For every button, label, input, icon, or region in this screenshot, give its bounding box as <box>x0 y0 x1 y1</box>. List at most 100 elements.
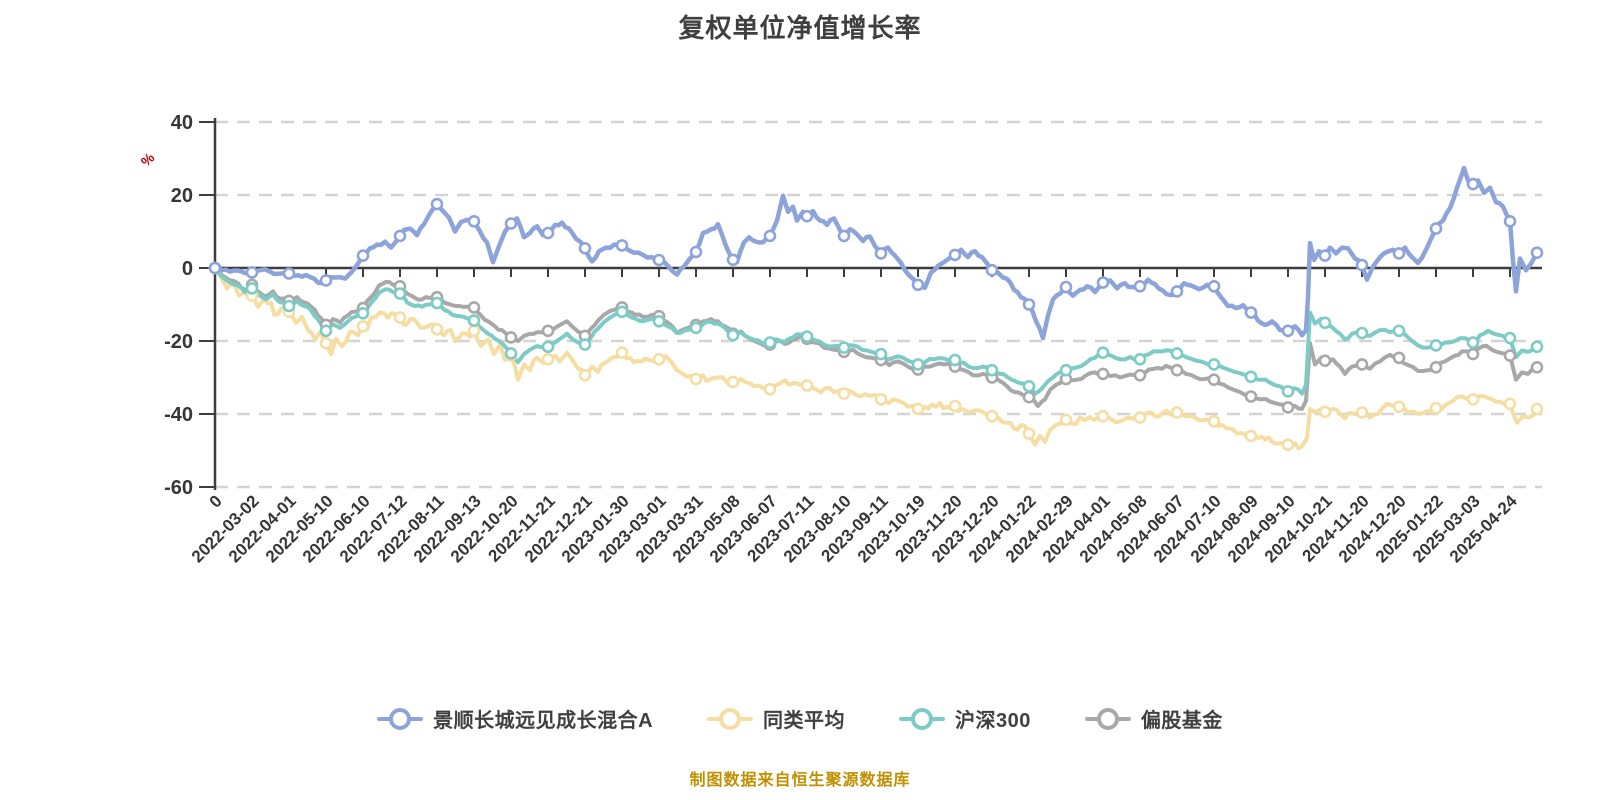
data-point-marker <box>1096 276 1110 289</box>
data-point-marker <box>541 352 555 366</box>
data-point-marker <box>726 375 740 389</box>
data-point-marker <box>763 336 777 349</box>
data-point-marker <box>689 321 703 335</box>
data-point-marker <box>1466 393 1480 406</box>
legend-line-swatch <box>899 707 946 730</box>
data-point-marker <box>615 305 629 319</box>
data-point-marker <box>1022 427 1036 441</box>
legend-label: 偏股基金 <box>1140 710 1223 732</box>
legend-line-swatch <box>707 707 754 730</box>
data-point-marker <box>393 229 407 243</box>
data-point-marker <box>1530 246 1544 259</box>
data-point-marker <box>1355 358 1369 371</box>
data-point-marker <box>948 399 962 413</box>
data-point-marker <box>504 217 518 230</box>
data-point-marker <box>1392 324 1406 338</box>
data-point-marker <box>1059 363 1073 377</box>
data-point-marker <box>763 229 777 243</box>
legend-item-1[interactable]: 同类平均 <box>707 704 845 733</box>
data-point-marker <box>319 324 333 338</box>
data-point-marker <box>1318 316 1332 330</box>
grid-lines <box>215 120 1542 489</box>
data-point-marker <box>1207 279 1221 293</box>
data-point-marker <box>430 197 444 211</box>
data-point-marker <box>1244 306 1258 319</box>
data-point-marker <box>467 314 481 327</box>
y-axis: 40 20 0 -20 -40 -60% <box>137 112 217 499</box>
data-point-marker <box>726 328 740 342</box>
data-point-marker <box>1355 326 1369 340</box>
data-point-marker <box>689 372 703 386</box>
data-point-marker <box>356 306 370 320</box>
data-point-marker <box>652 314 666 328</box>
data-point-marker <box>1429 339 1443 352</box>
data-point-marker <box>393 311 407 324</box>
data-point-marker <box>1244 429 1258 443</box>
data-point-marker <box>467 215 481 228</box>
series-line-2[interactable] <box>213 266 1539 396</box>
y-tick-label: 40 <box>171 112 193 134</box>
data-point-marker <box>1318 354 1332 368</box>
data-point-marker <box>800 379 814 392</box>
data-point-marker <box>985 263 999 277</box>
legend-circle-marker <box>389 707 412 730</box>
data-point-marker <box>1170 363 1184 377</box>
data-point-marker <box>541 340 555 354</box>
legend-circle-marker <box>1096 707 1119 730</box>
data-point-marker <box>578 242 592 255</box>
data-point-marker <box>1022 298 1036 311</box>
legend-label: 同类平均 <box>763 710 846 732</box>
data-point-marker <box>356 320 370 333</box>
data-point-marker <box>1503 397 1517 411</box>
data-point-marker <box>245 282 259 295</box>
data-point-marker <box>763 382 777 396</box>
data-point-marker <box>1096 346 1110 360</box>
data-point-marker <box>1392 247 1406 260</box>
data-point-marker <box>1022 379 1036 393</box>
data-point-marker <box>911 358 925 371</box>
data-point-marker <box>1355 258 1369 272</box>
data-point-marker <box>430 296 444 310</box>
y-axis-unit-label: % <box>137 149 158 170</box>
data-point-marker <box>837 387 851 400</box>
data-point-marker <box>1059 280 1073 294</box>
legend-item-3[interactable]: 偏股基金 <box>1084 704 1223 733</box>
series-line-3[interactable] <box>213 266 1539 411</box>
legend-item-2[interactable]: 沪深300 <box>899 704 1031 733</box>
data-point-marker <box>1503 215 1517 228</box>
data-point-marker <box>1133 279 1147 293</box>
legend-circle-marker <box>911 707 934 730</box>
data-point-marker <box>1318 249 1332 262</box>
data-point-marker <box>504 331 518 344</box>
series-markers-1 <box>208 261 1544 452</box>
data-point-marker <box>948 353 962 367</box>
data-point-marker <box>1170 285 1184 298</box>
data-point-marker <box>1530 402 1544 416</box>
data-point-marker <box>504 347 518 360</box>
data-point-marker <box>837 229 851 243</box>
data-point-marker <box>282 299 296 313</box>
y-tick-label: 20 <box>171 185 193 207</box>
data-point-marker <box>837 341 851 354</box>
data-point-marker <box>911 402 925 416</box>
y-tick-label: -40 <box>164 404 193 426</box>
legend-label: 景顺长城远见成长混合A <box>433 710 654 732</box>
legend-item-0[interactable]: 景顺长城远见成长混合A <box>377 704 653 733</box>
data-point-marker <box>467 301 481 314</box>
data-point-marker <box>319 336 333 350</box>
data-point-marker <box>1059 413 1073 427</box>
data-point-marker <box>1207 358 1221 371</box>
data-point-marker <box>1170 347 1184 360</box>
data-point-marker <box>1392 351 1406 365</box>
data-point-marker <box>1429 360 1443 374</box>
data-point-marker <box>652 253 666 267</box>
chart-title: 复权单位净值增长率 <box>678 13 922 43</box>
x-tick-label: 0 <box>206 491 226 511</box>
data-point-marker <box>874 347 888 361</box>
data-point-marker <box>1503 349 1517 362</box>
data-point-marker <box>245 266 259 279</box>
data-point-marker <box>1281 385 1295 398</box>
data-point-marker <box>874 247 888 260</box>
data-source-note: 制图数据来自恒生聚源数据库 <box>689 772 911 789</box>
